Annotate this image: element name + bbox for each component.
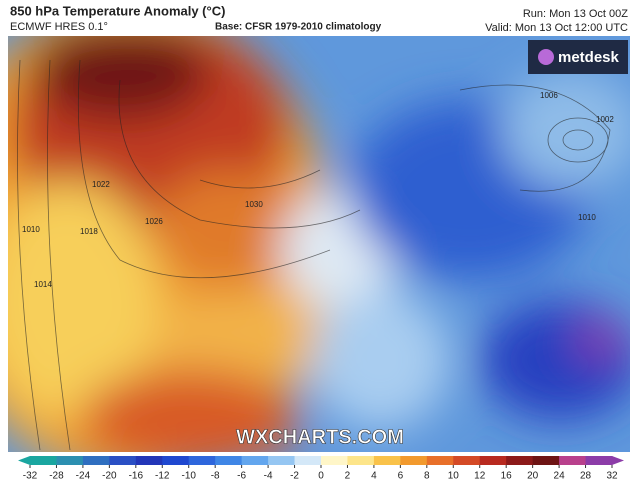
isobar-label: 1018 <box>80 227 98 236</box>
colorbar-segment <box>453 456 481 465</box>
colorbar-label: 28 <box>580 471 592 482</box>
map: metdesk WXCHARTS.COM <box>8 36 630 452</box>
colorbar-segment <box>294 456 322 465</box>
isobar-label: 1002 <box>596 115 614 124</box>
isobar-labels: 1022 1018 1026 1030 1010 1014 1006 1002 1010 <box>22 91 614 289</box>
model: ECMWF HRES 0.1° <box>10 21 108 33</box>
colorbar-label: -2 <box>290 471 299 482</box>
colorbar-segment <box>400 456 428 465</box>
colorbar-label: -20 <box>102 471 117 482</box>
colorbar-label: -10 <box>182 471 197 482</box>
colorbar-label: -6 <box>237 471 246 482</box>
colorbar-label: 8 <box>424 471 430 482</box>
colorbar-segment <box>162 456 190 465</box>
colorbar-segment <box>559 456 587 465</box>
colorbar-segment <box>135 456 163 465</box>
colorbar-segment <box>241 456 269 465</box>
colorbar-label: 32 <box>606 471 618 482</box>
colorbar-segment <box>321 456 348 465</box>
isobar-label: 1014 <box>34 280 52 289</box>
colorbar-label: -12 <box>155 471 170 482</box>
colorbar-segment <box>30 456 57 465</box>
colorbar-segment <box>188 456 216 465</box>
logo-icon <box>538 49 554 65</box>
colorbar-label: 2 <box>345 471 351 482</box>
colorbar-label: 12 <box>474 471 486 482</box>
colorbar-segment <box>479 456 507 465</box>
valid: Valid: Mon 13 Oct 12:00 UTC <box>485 22 628 34</box>
colorbar-segment <box>109 456 137 465</box>
colorbar-label: 16 <box>501 471 513 482</box>
colorbar-segment <box>532 456 560 465</box>
colorbar-segment <box>56 456 84 465</box>
colorbar-label: 0 <box>318 471 324 482</box>
colorbar-segment <box>373 456 401 465</box>
colorbar-label: -16 <box>129 471 144 482</box>
colorbar-segment <box>506 456 534 465</box>
colorbar-label: 4 <box>371 471 377 482</box>
title: 850 hPa Temperature Anomaly (°C) <box>10 3 225 18</box>
colorbar-label: 20 <box>527 471 539 482</box>
isobar-label: 1026 <box>145 217 163 226</box>
colorbar-end <box>18 456 30 465</box>
watermark: WXCHARTS.COM <box>236 426 404 448</box>
colorbar-segment <box>82 456 110 465</box>
colorbar-label: 24 <box>554 471 566 482</box>
colorbar-segment <box>215 456 243 465</box>
base: Base: CFSR 1979-2010 climatology <box>215 22 382 33</box>
isobar-label: 1022 <box>92 180 110 189</box>
colorbar: -32 -28 -24 -20 -16 -12 -10 -8 -6 -4 -2 0 2 4 6 8 10 12 16… <box>18 456 624 482</box>
run: Run: Mon 13 Oct 00Z <box>523 8 628 20</box>
isobar-label: 1010 <box>578 213 596 222</box>
colorbar-label: -32 <box>23 471 38 482</box>
isobar-label: 1006 <box>540 91 558 100</box>
colorbar-label: 10 <box>448 471 460 482</box>
colorbar-end <box>612 456 624 465</box>
colorbar-label: 6 <box>398 471 404 482</box>
isobar-label: 1010 <box>22 225 40 234</box>
colorbar-segment <box>347 456 375 465</box>
colorbar-segment <box>426 456 454 465</box>
colorbar-segment <box>585 456 613 465</box>
isobar-label: 1030 <box>245 200 263 209</box>
colorbar-label: -4 <box>264 471 273 482</box>
colorbar-label: -28 <box>49 471 64 482</box>
colorbar-label: -8 <box>211 471 220 482</box>
logo: metdesk <box>558 49 620 66</box>
colorbar-label: -24 <box>76 471 91 482</box>
colorbar-segment <box>268 456 296 465</box>
